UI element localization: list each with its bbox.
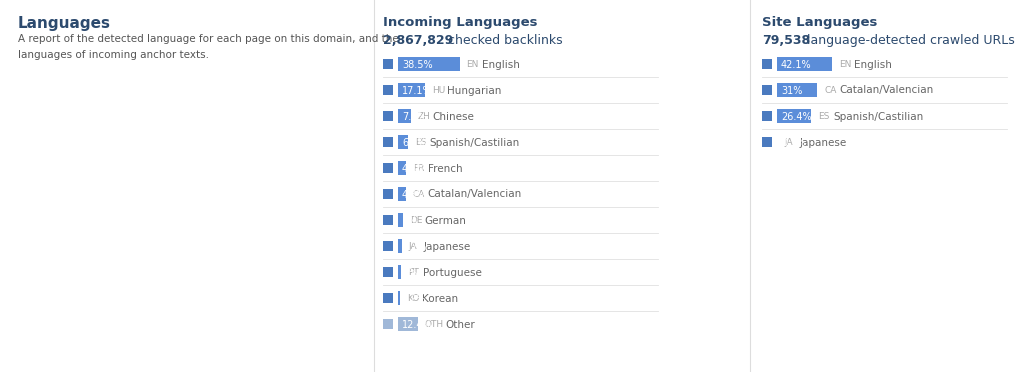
Text: Japanese: Japanese xyxy=(799,138,847,148)
Text: French: French xyxy=(428,164,462,173)
Bar xyxy=(398,57,460,71)
Text: Site Languages: Site Languages xyxy=(762,16,878,29)
Text: 7.9%: 7.9% xyxy=(402,112,427,122)
Bar xyxy=(383,215,393,225)
Text: 26.4%: 26.4% xyxy=(781,112,812,122)
Bar xyxy=(777,109,811,123)
Bar xyxy=(383,111,393,121)
Bar xyxy=(398,213,402,227)
Bar xyxy=(383,59,393,69)
Text: 17.1%: 17.1% xyxy=(402,86,432,96)
Text: EN: EN xyxy=(839,60,851,69)
Text: Portuguese: Portuguese xyxy=(423,267,482,278)
Bar xyxy=(398,135,408,149)
Text: DE: DE xyxy=(410,216,422,225)
Text: 79,538: 79,538 xyxy=(762,34,810,47)
Text: Spanish/Castilian: Spanish/Castilian xyxy=(430,138,520,148)
Bar xyxy=(383,293,393,303)
Bar xyxy=(762,85,772,95)
Text: EN: EN xyxy=(467,60,479,69)
Bar xyxy=(398,317,418,331)
Bar xyxy=(398,291,400,305)
Text: Languages: Languages xyxy=(18,16,111,31)
Text: KO: KO xyxy=(407,294,419,303)
Bar xyxy=(398,109,411,123)
Text: 3%: 3% xyxy=(402,215,417,225)
Bar xyxy=(762,137,772,147)
Text: ZH: ZH xyxy=(418,112,430,121)
Text: German: German xyxy=(425,215,467,225)
Bar xyxy=(398,239,401,253)
Text: 2,867,829: 2,867,829 xyxy=(383,34,454,47)
Bar xyxy=(383,189,393,199)
Bar xyxy=(383,241,393,251)
Text: English: English xyxy=(481,60,519,70)
Text: CA: CA xyxy=(824,86,837,95)
Bar xyxy=(383,267,393,277)
Text: English: English xyxy=(854,60,892,70)
Text: FR: FR xyxy=(413,164,424,173)
Text: language-detected crawled URLs: language-detected crawled URLs xyxy=(803,34,1015,47)
Text: CA: CA xyxy=(413,190,425,199)
Text: 4.8%: 4.8% xyxy=(402,189,426,199)
Text: ES: ES xyxy=(818,112,829,121)
Text: 38.5%: 38.5% xyxy=(402,60,432,70)
Text: Korean: Korean xyxy=(422,294,458,304)
Text: 12.4%: 12.4% xyxy=(402,320,432,330)
Text: JA: JA xyxy=(409,242,417,251)
Bar xyxy=(398,265,401,279)
Text: Hungarian: Hungarian xyxy=(447,86,502,96)
Text: 4.8%: 4.8% xyxy=(402,164,426,173)
Text: checked backlinks: checked backlinks xyxy=(444,34,563,47)
Text: 0.1%: 0.1% xyxy=(781,138,805,148)
Text: 6.1%: 6.1% xyxy=(402,138,426,148)
Text: Catalan/Valencian: Catalan/Valencian xyxy=(840,86,934,96)
Bar xyxy=(383,85,393,95)
Text: Catalan/Valencian: Catalan/Valencian xyxy=(428,189,522,199)
Text: 42.1%: 42.1% xyxy=(781,60,812,70)
Bar xyxy=(762,59,772,69)
Text: 2%: 2% xyxy=(402,267,418,278)
Bar xyxy=(777,57,831,71)
Text: A report of the detected language for each page on this domain, and the
language: A report of the detected language for ea… xyxy=(18,34,398,60)
Text: Other: Other xyxy=(445,320,475,330)
Bar xyxy=(383,319,393,329)
Bar xyxy=(398,83,425,97)
Text: Japanese: Japanese xyxy=(424,241,471,251)
Text: 1.2%: 1.2% xyxy=(402,294,427,304)
Text: OTH: OTH xyxy=(425,320,444,329)
Text: Spanish/Castilian: Spanish/Castilian xyxy=(834,112,924,122)
Bar xyxy=(777,83,817,97)
Text: 31%: 31% xyxy=(781,86,803,96)
Text: JA: JA xyxy=(784,138,793,147)
Text: 2.2%: 2.2% xyxy=(402,241,427,251)
Text: HU: HU xyxy=(432,86,445,95)
Text: ES: ES xyxy=(415,138,426,147)
Bar xyxy=(398,187,406,201)
Bar xyxy=(398,161,406,175)
Text: PT: PT xyxy=(409,268,419,277)
Text: Chinese: Chinese xyxy=(432,112,474,122)
Bar xyxy=(762,111,772,121)
Text: Incoming Languages: Incoming Languages xyxy=(383,16,538,29)
Bar xyxy=(383,137,393,147)
Bar xyxy=(383,163,393,173)
